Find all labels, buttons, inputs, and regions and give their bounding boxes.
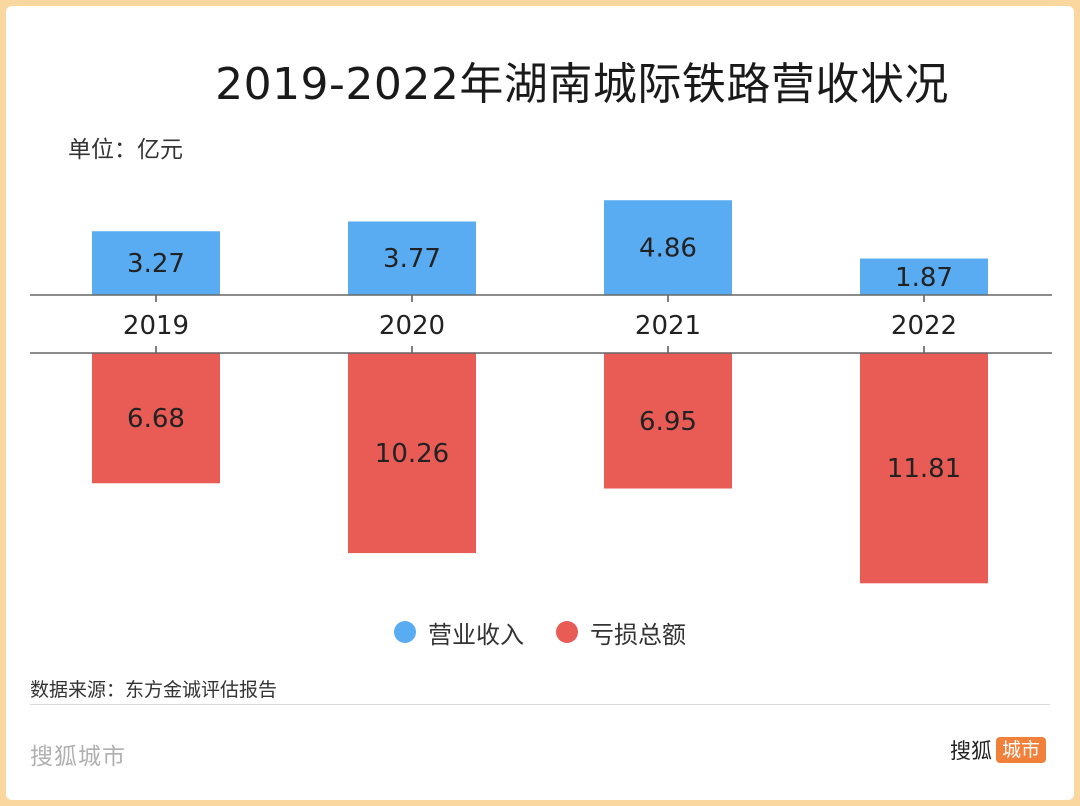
loss-bar-2022 bbox=[860, 353, 988, 584]
footer-divider bbox=[30, 704, 1050, 705]
data-source: 数据来源：东方金诚评估报告 bbox=[30, 679, 278, 701]
revenue-bar-2019 bbox=[92, 231, 220, 295]
footer-brand-left: 搜狐城市 bbox=[30, 744, 126, 770]
chart-title: 2019-2022年湖南城际铁路营收状况 bbox=[215, 59, 949, 110]
legend-dot-revenue bbox=[394, 621, 416, 643]
loss-label-2020: 10.26 bbox=[375, 439, 449, 469]
legend-label-revenue: 营业收入 bbox=[428, 620, 524, 649]
loss-label-2022: 11.81 bbox=[887, 454, 961, 484]
revenue-bar-2020 bbox=[348, 221, 476, 295]
category-label-2022: 2022 bbox=[891, 311, 957, 341]
revenue-bar-2021 bbox=[604, 200, 732, 295]
loss-bar-2020 bbox=[348, 353, 476, 554]
footer-logo: 搜狐 城市 bbox=[950, 735, 1046, 765]
revenue-label-2021: 4.86 bbox=[639, 234, 697, 264]
loss-bar-2019 bbox=[92, 353, 220, 484]
revenue-bar-2022 bbox=[860, 258, 988, 295]
chart-card: 2019-2022年湖南城际铁路营收状况 单位：亿元 3.27 6.68 2019 3… bbox=[6, 6, 1074, 800]
bar-chart: 3.27 6.68 2019 3.77 10.26 2020 4.86 6.95 2021 1.8… bbox=[30, 200, 1052, 584]
footer-logo-badge: 城市 bbox=[995, 737, 1046, 763]
revenue-label-2019: 3.27 bbox=[127, 249, 185, 279]
legend-item-loss: 亏损总额 bbox=[556, 615, 686, 650]
legend-label-loss: 亏损总额 bbox=[590, 620, 686, 649]
category-label-2020: 2020 bbox=[379, 311, 445, 341]
revenue-label-2020: 3.77 bbox=[383, 244, 441, 274]
footer-logo-main: 搜狐 bbox=[949, 739, 992, 763]
loss-label-2021: 6.95 bbox=[639, 407, 697, 437]
loss-bar-2021 bbox=[604, 353, 732, 489]
unit-label: 单位：亿元 bbox=[68, 137, 183, 163]
category-label-2021: 2021 bbox=[635, 311, 701, 341]
legend-dot-loss bbox=[556, 621, 578, 643]
category-label-2019: 2019 bbox=[123, 311, 189, 341]
legend-item-revenue: 营业收入 bbox=[394, 615, 524, 650]
legend: 营业收入 亏损总额 bbox=[6, 612, 1074, 652]
loss-label-2019: 6.68 bbox=[127, 404, 185, 434]
revenue-label-2022: 1.87 bbox=[895, 263, 953, 293]
